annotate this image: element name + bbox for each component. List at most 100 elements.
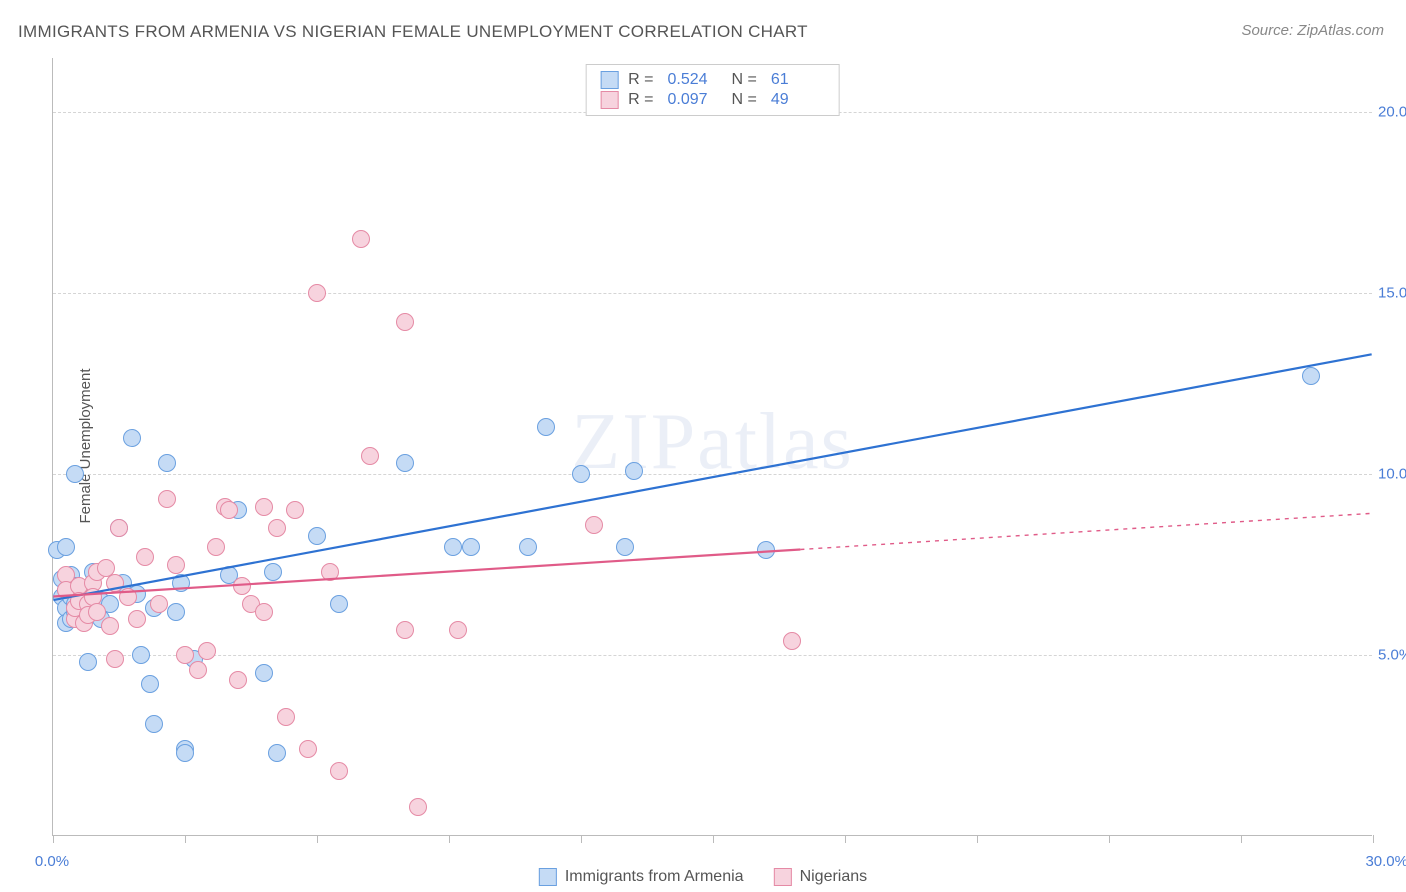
- data-point-nigerians: [299, 740, 317, 758]
- plot-area: ZIPatlas R = 0.524 N = 61 R = 0.097 N = …: [52, 58, 1372, 836]
- data-point-armenia: [757, 541, 775, 559]
- legend-label-nigerians: Nigerians: [800, 868, 868, 886]
- data-point-armenia: [141, 675, 159, 693]
- data-point-nigerians: [277, 708, 295, 726]
- legend-row-armenia: R = 0.524 N = 61: [600, 71, 825, 89]
- regression-lines: [53, 58, 1372, 835]
- data-point-armenia: [172, 574, 190, 592]
- data-point-armenia: [57, 538, 75, 556]
- data-point-armenia: [158, 454, 176, 472]
- data-point-armenia: [537, 418, 555, 436]
- data-point-armenia: [572, 465, 590, 483]
- data-point-nigerians: [176, 646, 194, 664]
- data-point-nigerians: [101, 617, 119, 635]
- data-point-nigerians: [110, 519, 128, 537]
- data-point-nigerians: [361, 447, 379, 465]
- data-point-armenia: [1302, 367, 1320, 385]
- data-point-armenia: [79, 653, 97, 671]
- data-point-nigerians: [585, 516, 603, 534]
- legend-n-armenia: 61: [771, 71, 813, 89]
- gridline: [53, 474, 1372, 475]
- data-point-nigerians: [88, 603, 106, 621]
- gridline: [53, 655, 1372, 656]
- legend-r-nigerians: 0.097: [668, 91, 710, 109]
- data-point-nigerians: [119, 588, 137, 606]
- data-point-nigerians: [128, 610, 146, 628]
- x-tick: [449, 835, 450, 843]
- legend-n-label: N =: [732, 91, 757, 109]
- x-tick: [1373, 835, 1374, 843]
- data-point-nigerians: [255, 603, 273, 621]
- data-point-armenia: [167, 603, 185, 621]
- x-tick: [713, 835, 714, 843]
- chart-container: IMMIGRANTS FROM ARMENIA VS NIGERIAN FEMA…: [0, 0, 1406, 892]
- data-point-nigerians: [449, 621, 467, 639]
- x-tick: [53, 835, 54, 843]
- legend-row-nigerians: R = 0.097 N = 49: [600, 91, 825, 109]
- y-tick-label: 20.0%: [1378, 104, 1406, 121]
- legend-r-label: R =: [628, 91, 653, 109]
- x-tick: [977, 835, 978, 843]
- data-point-armenia: [268, 744, 286, 762]
- legend-item-nigerians: Nigerians: [774, 868, 868, 886]
- data-point-nigerians: [783, 632, 801, 650]
- data-point-nigerians: [106, 650, 124, 668]
- data-point-nigerians: [286, 501, 304, 519]
- source-attribution: Source: ZipAtlas.com: [1241, 22, 1384, 39]
- data-point-armenia: [444, 538, 462, 556]
- chart-title: IMMIGRANTS FROM ARMENIA VS NIGERIAN FEMA…: [18, 22, 808, 42]
- data-point-armenia: [330, 595, 348, 613]
- swatch-armenia-icon: [539, 868, 557, 886]
- data-point-nigerians: [229, 671, 247, 689]
- legend-r-label: R =: [628, 71, 653, 89]
- data-point-nigerians: [233, 577, 251, 595]
- legend-n-nigerians: 49: [771, 91, 813, 109]
- data-point-armenia: [616, 538, 634, 556]
- legend-label-armenia: Immigrants from Armenia: [565, 868, 744, 886]
- swatch-armenia: [600, 71, 618, 89]
- legend-n-label: N =: [732, 71, 757, 89]
- data-point-nigerians: [396, 621, 414, 639]
- x-tick: [845, 835, 846, 843]
- data-point-nigerians: [396, 313, 414, 331]
- data-point-nigerians: [321, 563, 339, 581]
- swatch-nigerians-icon: [774, 868, 792, 886]
- data-point-armenia: [145, 715, 163, 733]
- y-tick-label: 10.0%: [1378, 466, 1406, 483]
- data-point-nigerians: [409, 798, 427, 816]
- data-point-armenia: [264, 563, 282, 581]
- data-point-nigerians: [189, 661, 207, 679]
- data-point-nigerians: [158, 490, 176, 508]
- x-tick: [1241, 835, 1242, 843]
- correlation-legend: R = 0.524 N = 61 R = 0.097 N = 49: [585, 64, 840, 116]
- x-tick: [185, 835, 186, 843]
- data-point-nigerians: [255, 498, 273, 516]
- data-point-armenia: [462, 538, 480, 556]
- y-tick-label: 5.0%: [1378, 647, 1406, 664]
- x-tick: [581, 835, 582, 843]
- data-point-nigerians: [207, 538, 225, 556]
- x-axis-min-label: 0.0%: [35, 853, 69, 870]
- data-point-nigerians: [352, 230, 370, 248]
- data-point-nigerians: [308, 284, 326, 302]
- series-legend: Immigrants from Armenia Nigerians: [539, 868, 867, 886]
- data-point-armenia: [396, 454, 414, 472]
- x-tick: [317, 835, 318, 843]
- legend-item-armenia: Immigrants from Armenia: [539, 868, 744, 886]
- data-point-nigerians: [220, 501, 238, 519]
- data-point-nigerians: [198, 642, 216, 660]
- y-tick-label: 15.0%: [1378, 285, 1406, 302]
- data-point-nigerians: [268, 519, 286, 537]
- data-point-armenia: [519, 538, 537, 556]
- data-point-armenia: [176, 744, 194, 762]
- gridline: [53, 293, 1372, 294]
- data-point-armenia: [132, 646, 150, 664]
- data-point-armenia: [66, 465, 84, 483]
- legend-r-armenia: 0.524: [668, 71, 710, 89]
- data-point-armenia: [308, 527, 326, 545]
- data-point-nigerians: [150, 595, 168, 613]
- x-tick: [1109, 835, 1110, 843]
- data-point-nigerians: [106, 574, 124, 592]
- data-point-nigerians: [167, 556, 185, 574]
- data-point-armenia: [255, 664, 273, 682]
